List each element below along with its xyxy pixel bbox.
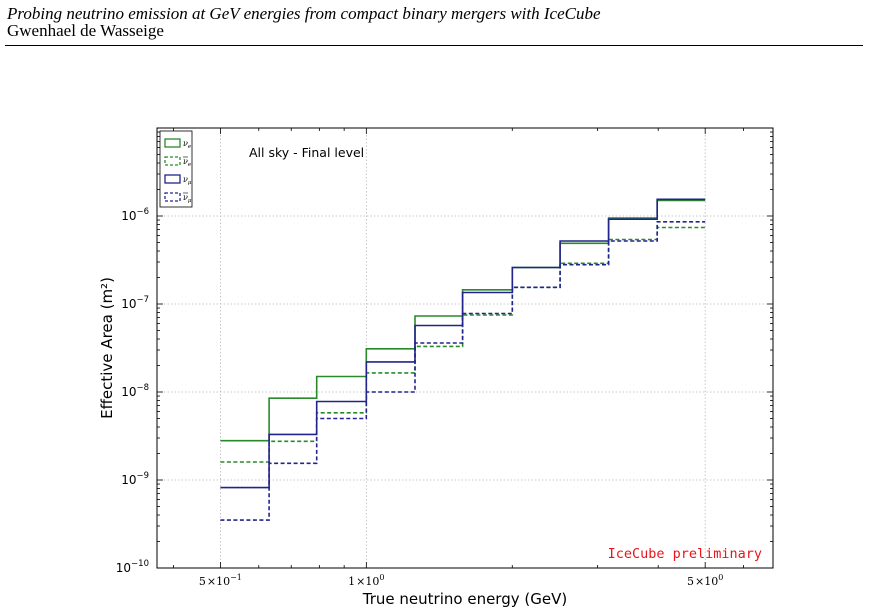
header-rule [5,45,863,46]
legend-label-0: νe [183,139,192,150]
series-line-3 [220,221,706,521]
x-tick-label: 1×100 [348,573,384,588]
paper-author: Gwenhael de Wasseige [7,21,164,40]
series-line-2 [220,198,706,489]
legend-label-3: νμ [183,193,192,204]
chart-annotation: All sky - Final level [249,145,364,160]
y-tick-label: 10−7 [121,295,149,311]
x-axis-label: True neutrino energy (GeV) [362,590,567,608]
y-tick-label: 10−6 [121,207,149,223]
x-tick-label: 5×100 [687,573,723,588]
y-axis-label: Effective Area (m²) [98,277,116,419]
watermark: IceCube preliminary [608,546,762,562]
y-tick-label: 10−9 [121,471,149,487]
legend-label-2: νμ [183,175,192,186]
y-tick-label: 10−8 [121,383,149,399]
y-tick-label: 10−10 [116,559,149,575]
legend-swatch-2 [164,174,181,184]
legend-label-1: νe [183,157,192,168]
axis-ticks [157,127,773,569]
paper-title: Probing neutrino emission at GeV energie… [7,4,601,23]
x-tick-label: 5×10−1 [199,573,242,588]
legend: νe νe νμ νμ [159,130,193,208]
plot-frame [156,127,774,569]
plot-area [157,128,773,568]
legend-swatch-0 [164,138,181,148]
legend-swatch-1 [164,156,181,166]
legend-swatch-3 [164,192,181,202]
